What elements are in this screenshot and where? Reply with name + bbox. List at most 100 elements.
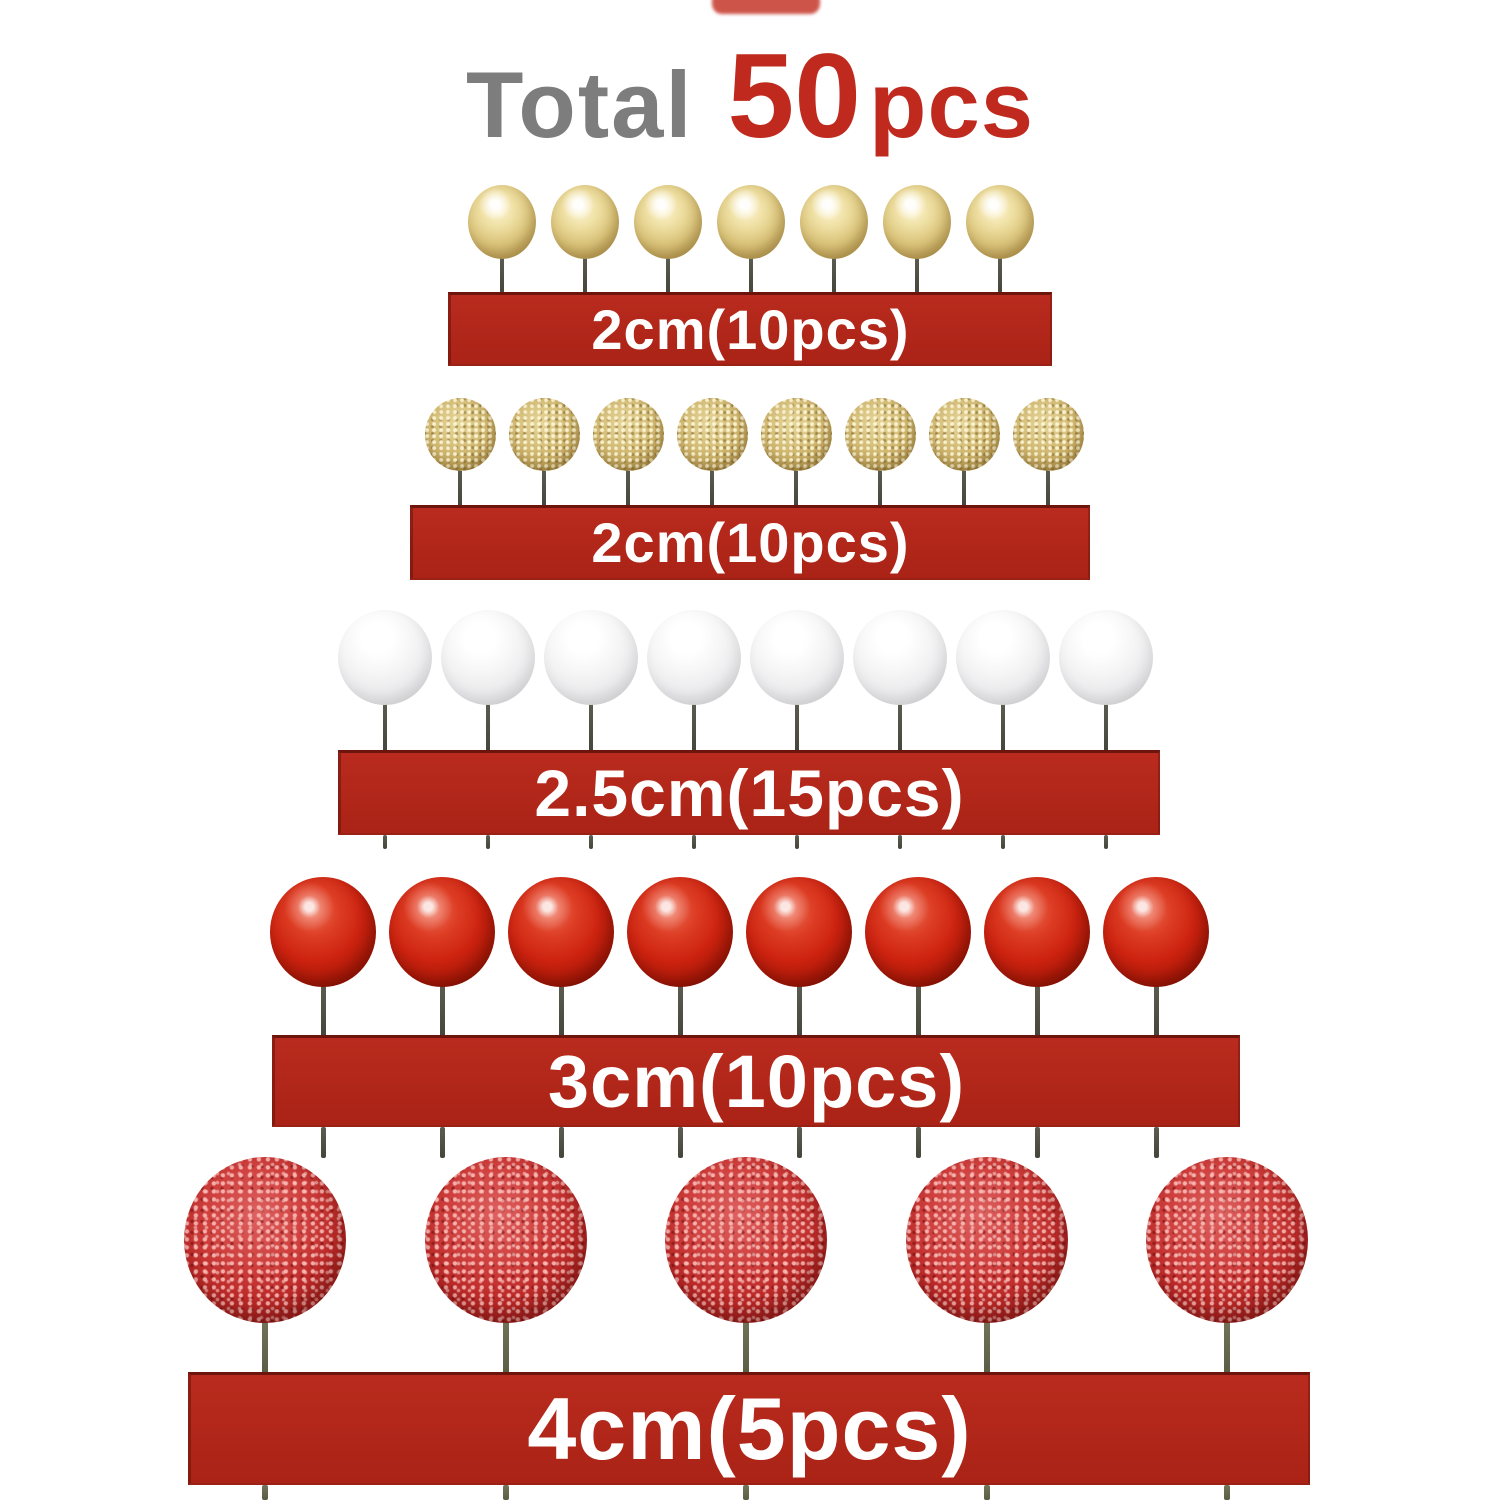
stick: [710, 467, 714, 507]
size-banner-label: 2.5cm(15pcs): [534, 756, 965, 830]
ball-red-balls: [270, 877, 376, 987]
stick: [502, 1318, 509, 1374]
stick: [383, 701, 387, 752]
size-banner-label: 4cm(5pcs): [527, 1379, 972, 1478]
stick: [915, 984, 921, 1037]
ball-gold-shiny-balls: [551, 185, 619, 259]
stick: [1034, 984, 1040, 1037]
stick: [320, 984, 326, 1037]
ball-gold-shiny-balls: [800, 185, 868, 259]
stick: [383, 835, 387, 849]
stick: [1104, 835, 1108, 849]
stick: [743, 1485, 749, 1500]
stick: [1153, 984, 1159, 1037]
stick: [898, 835, 902, 849]
stick: [743, 1318, 749, 1374]
ball-white-balls: [853, 609, 947, 705]
stick: [439, 984, 445, 1037]
size-banner: 4cm(5pcs): [188, 1372, 1310, 1485]
ball-gold-shiny-balls: [634, 185, 702, 259]
ball-red-balls: [389, 877, 495, 987]
stick: [796, 984, 802, 1037]
ball-gold-shiny-balls: [883, 185, 951, 259]
ball-white-balls: [750, 609, 844, 705]
ball-red-glitter-balls: [424, 1157, 587, 1323]
stick: [692, 701, 696, 752]
ball-red-balls: [865, 877, 971, 987]
stick: [749, 256, 753, 293]
stick: [1046, 467, 1050, 507]
stick: [1001, 701, 1005, 752]
stick: [626, 467, 630, 507]
stick: [983, 1318, 990, 1374]
ball-red-balls: [627, 877, 733, 987]
ball-gold-shiny-balls: [717, 185, 785, 259]
stick: [583, 256, 587, 293]
size-banner-label: 3cm(10pcs): [547, 1039, 966, 1123]
title-count: 50: [727, 29, 862, 163]
stick: [832, 256, 836, 293]
ball-red-glitter-balls: [1146, 1157, 1308, 1323]
ball-white-balls: [338, 609, 432, 705]
stick: [677, 1127, 683, 1158]
stick: [500, 256, 504, 293]
stick: [677, 984, 683, 1037]
stick: [1001, 835, 1005, 849]
stick: [983, 1485, 990, 1500]
size-banner: 2.5cm(15pcs): [338, 750, 1160, 835]
ball-red-glitter-balls: [184, 1157, 346, 1323]
stick: [486, 835, 490, 849]
title-total-label: Total: [465, 52, 694, 157]
stick: [262, 1485, 268, 1500]
stick: [794, 467, 798, 507]
stick: [915, 1127, 921, 1158]
stick: [558, 984, 564, 1037]
stick: [542, 467, 546, 507]
stick: [666, 256, 670, 293]
ball-gold-glitter-balls: [1012, 397, 1084, 471]
stick: [998, 256, 1002, 293]
ball-red-balls: [1103, 877, 1209, 987]
stick: [1104, 701, 1108, 752]
stick: [1224, 1318, 1230, 1374]
ball-gold-shiny-balls: [468, 185, 536, 259]
ball-white-balls: [956, 609, 1050, 705]
ball-gold-glitter-balls: [424, 397, 496, 471]
size-banner-label: 2cm(10pcs): [591, 511, 910, 574]
stick: [320, 1127, 326, 1158]
stick: [795, 835, 799, 849]
stick: [692, 835, 696, 849]
ball-gold-glitter-balls: [928, 397, 1000, 471]
stick: [898, 701, 902, 752]
ball-red-glitter-balls: [905, 1157, 1068, 1323]
ball-gold-glitter-balls: [592, 397, 664, 471]
stick: [1153, 1127, 1159, 1158]
stick: [796, 1127, 802, 1158]
ball-white-balls: [441, 609, 535, 705]
ball-gold-shiny-balls: [966, 185, 1034, 259]
title: Total 50 pcs: [0, 36, 1500, 156]
stick: [262, 1318, 268, 1374]
ball-white-balls: [1059, 609, 1153, 705]
cropped-red-ribbon-fragment: [712, 0, 820, 14]
ball-red-balls: [984, 877, 1090, 987]
stick: [589, 701, 593, 752]
ball-gold-glitter-balls: [844, 397, 916, 471]
size-banner: 3cm(10pcs): [272, 1035, 1240, 1127]
stick: [558, 1127, 564, 1158]
stick: [795, 701, 799, 752]
stick: [1034, 1127, 1040, 1158]
ball-red-balls: [508, 877, 614, 987]
size-banner-label: 2cm(10pcs): [591, 297, 910, 361]
stick: [915, 256, 919, 293]
stick: [589, 835, 593, 849]
size-banner: 2cm(10pcs): [410, 505, 1090, 580]
stick: [502, 1485, 509, 1500]
stick: [962, 467, 966, 507]
ball-red-balls: [746, 877, 852, 987]
stick: [439, 1127, 445, 1158]
stick: [458, 467, 462, 507]
ball-gold-glitter-balls: [508, 397, 580, 471]
stick: [1224, 1485, 1230, 1500]
